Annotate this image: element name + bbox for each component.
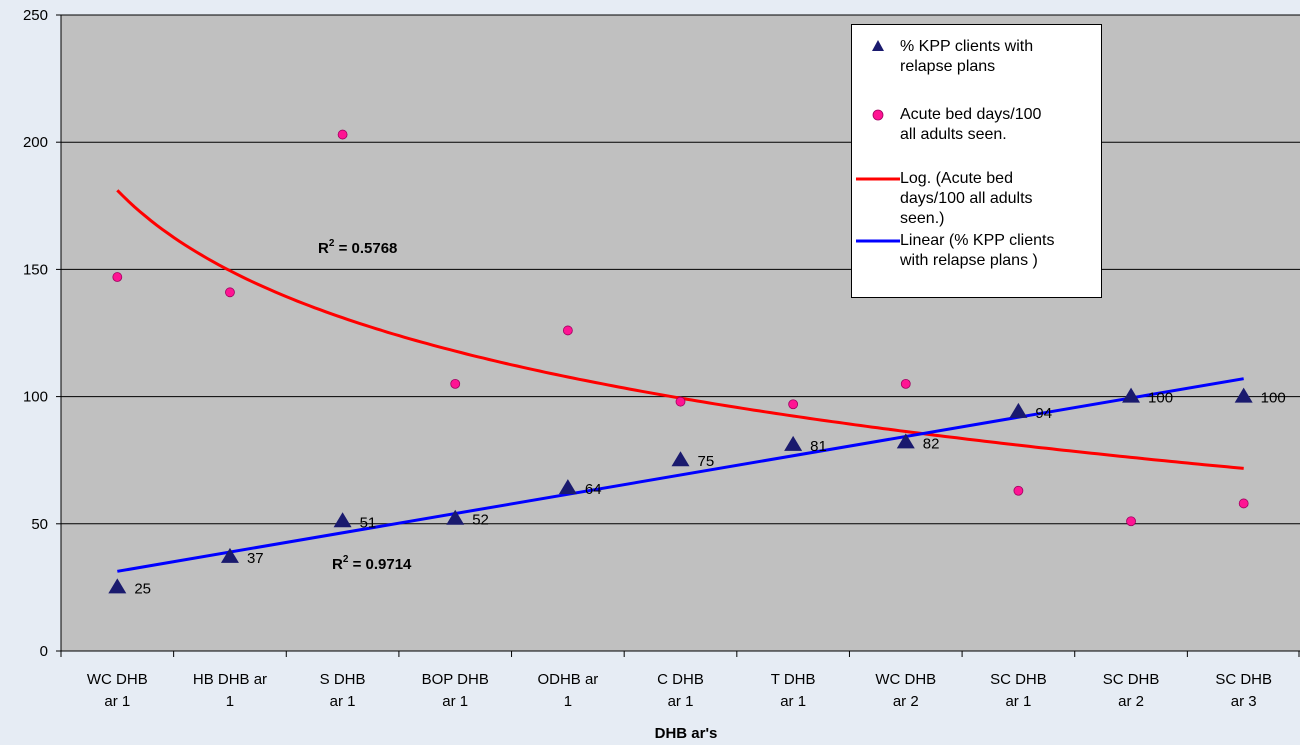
r2-log-label: R2 = 0.5768 (318, 238, 397, 257)
x-tick-label: WC DHB ar 2 (875, 671, 936, 710)
kpp-relapse-point (108, 578, 127, 594)
acute-bed-days-point (337, 129, 348, 140)
kpp-data-label: 82 (923, 435, 940, 452)
y-tick-labels: 0 50 100 150 200 250 (23, 7, 48, 660)
kpp-data-label: 25 (134, 580, 151, 597)
x-tick-label: WC DHB ar 1 (87, 671, 148, 710)
r2-linear-label: R2 = 0.9714 (332, 554, 412, 573)
kpp-relapse-point (333, 512, 352, 528)
data-points (108, 129, 1253, 594)
x-tick-label: SC DHB ar 1 (990, 671, 1047, 710)
acute-bed-days-point (112, 272, 123, 282)
x-tick-label: SC DHB ar 3 (1215, 671, 1272, 710)
kpp-relapse-point (1122, 387, 1141, 403)
kpp-data-label: 94 (1035, 405, 1052, 422)
acute-bed-days-point (788, 399, 799, 410)
triangle-marker-icon (872, 40, 884, 51)
x-tick-label: ODHB ar 1 (537, 671, 598, 710)
y-tick-label: 250 (23, 7, 48, 24)
legend-label: % KPP clients with relapse plans (900, 38, 1034, 75)
kpp-data-label: 100 (1261, 390, 1286, 407)
acute-bed-days-point (900, 378, 911, 389)
x-axis-title: DHB ar's (655, 725, 718, 742)
acute-bed-days-point (1238, 498, 1249, 509)
kpp-relapse-point (671, 451, 690, 467)
y-tick-label: 50 (31, 516, 48, 533)
data-labels: 25 37 51 52 64 75 81 82 94 100 100 (134, 390, 1285, 598)
y-tick-label: 200 (23, 134, 48, 151)
kpp-relapse-point (896, 433, 915, 449)
kpp-data-label: 51 (360, 514, 377, 531)
kpp-relapse-point (784, 435, 803, 451)
acute-bed-days-point (1126, 516, 1136, 527)
acute-bed-days-point (450, 378, 461, 389)
kpp-data-label: 64 (585, 481, 602, 498)
acute-bed-days-point (225, 287, 235, 298)
y-tick-label: 150 (23, 261, 48, 278)
y-tick-label: 0 (40, 643, 48, 660)
acute-bed-days-point (562, 325, 573, 336)
linear-trendline (117, 377, 1244, 573)
legend-label: Log. (Acute bed days/100 all adults seen… (900, 170, 1033, 227)
kpp-relapse-point (446, 509, 465, 525)
axes (60, 15, 1300, 652)
red-line-icon (856, 177, 900, 181)
legend-label: Acute bed days/100 all adults seen. (900, 106, 1042, 143)
kpp-relapse-point (1234, 387, 1253, 403)
x-tick-label: S DHB ar 1 (320, 671, 366, 710)
x-tick-label: C DHB ar 1 (657, 671, 704, 710)
x-tick-label: SC DHB ar 2 (1103, 671, 1160, 710)
x-tick-label: HB DHB ar 1 (193, 671, 267, 710)
y-tick-label: 100 (23, 389, 48, 406)
kpp-data-label: 52 (472, 512, 489, 529)
kpp-data-label: 37 (247, 550, 264, 567)
acute-bed-days-point (675, 396, 686, 407)
circle-marker-icon (872, 109, 884, 121)
x-tick-labels: WC DHB ar 1 HB DHB ar 1 S DHB ar 1 BOP DHB ar 1… (87, 671, 1272, 710)
x-tick-label: T DHB ar 1 (771, 671, 816, 710)
acute-bed-days-point (1013, 485, 1024, 496)
blue-line-icon (856, 239, 900, 243)
x-tick-label: BOP DHB ar 1 (422, 671, 489, 710)
kpp-relapse-point (1009, 402, 1028, 418)
kpp-data-label: 100 (1148, 390, 1173, 407)
legend: % KPP clients with relapse plans Acute b… (851, 24, 1102, 298)
kpp-relapse-point (220, 547, 239, 563)
kpp-data-label: 75 (698, 453, 715, 470)
kpp-relapse-point (558, 479, 577, 495)
legend-label: Linear (% KPP clients with relapse plans… (900, 232, 1055, 269)
kpp-data-label: 81 (810, 438, 827, 455)
